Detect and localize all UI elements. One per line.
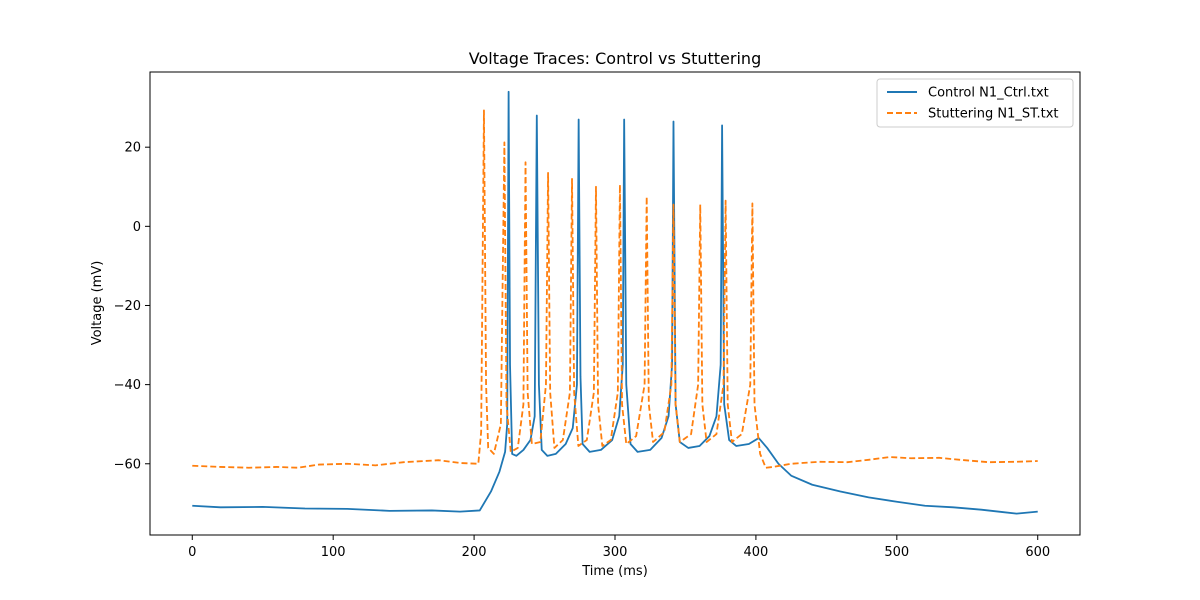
- x-tick-label: 500: [884, 545, 909, 560]
- y-axis-ticks: −60 −40 −20 0 20: [114, 141, 150, 472]
- x-tick-label: 600: [1025, 545, 1050, 560]
- x-axis-ticks: 0 100 200 300 400 500 600: [188, 535, 1050, 560]
- stuttering-trace: [192, 109, 1038, 469]
- x-axis-label: Time (ms): [581, 564, 648, 579]
- legend-label-control: Control N1_Ctrl.txt: [928, 86, 1049, 101]
- y-axis-label: Voltage (mV): [90, 261, 105, 346]
- y-tick-label: 20: [124, 141, 141, 156]
- chart-title: Voltage Traces: Control vs Stuttering: [469, 49, 761, 68]
- y-tick-label: 0: [133, 220, 141, 235]
- y-tick-label: −60: [114, 457, 141, 472]
- legend-label-stuttering: Stuttering N1_ST.txt: [928, 107, 1059, 122]
- legend-box: [876, 78, 1074, 128]
- y-tick-label: −40: [114, 378, 141, 393]
- series-layer: [192, 90, 1038, 515]
- y-tick-label: −20: [114, 299, 141, 314]
- x-tick-label: 400: [743, 545, 768, 560]
- legend: Control N1_Ctrl.txt Stuttering N1_ST.txt: [876, 78, 1074, 128]
- axes-frame: [149, 71, 1081, 536]
- plot-area: [149, 71, 1081, 536]
- x-tick-label: 300: [603, 545, 628, 560]
- x-tick-label: 200: [462, 545, 487, 560]
- control-trace: [192, 90, 1038, 515]
- x-tick-label: 100: [321, 545, 346, 560]
- x-tick-label: 0: [188, 545, 196, 560]
